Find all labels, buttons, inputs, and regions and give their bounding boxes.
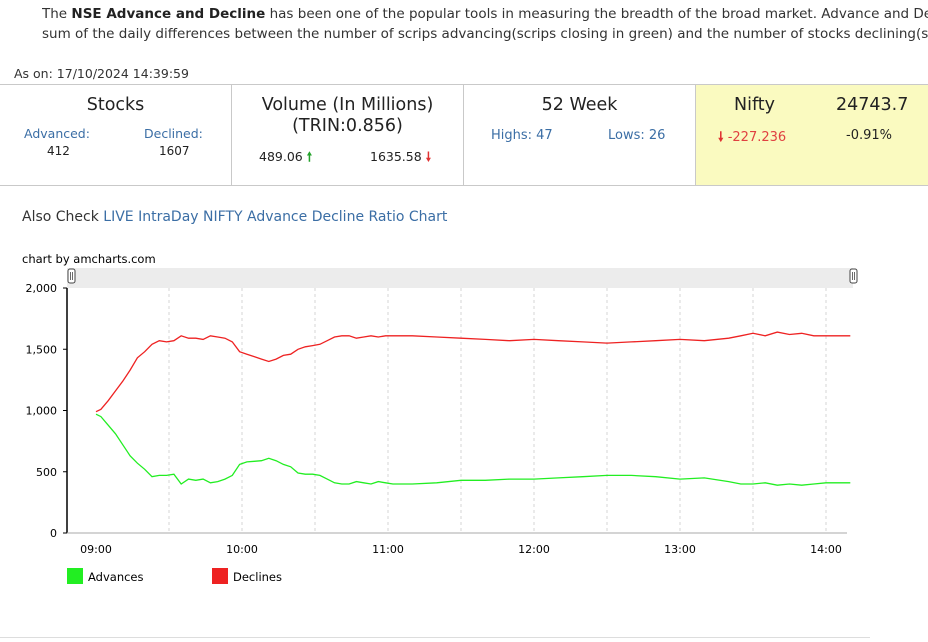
- nifty-value: 24743.7: [836, 95, 909, 115]
- stocks-panel: Stocks Advanced: 412 Declined: 1607: [0, 84, 232, 186]
- chart-credit[interactable]: chart by amcharts.com: [22, 252, 156, 266]
- chart-series: [95, 331, 851, 486]
- legend-advances-swatch[interactable]: [67, 568, 83, 584]
- week52-highs-text: Highs: 47: [491, 128, 553, 143]
- also-check: Also Check LIVE IntraDay NIFTY Advance D…: [22, 209, 447, 225]
- nifty-change: 🠗 -227.236: [718, 128, 786, 150]
- declined-value: 1607: [159, 144, 190, 158]
- intro-bold-text: NSE Advance and Decline: [71, 6, 266, 22]
- y-axis: 0 500 1,000 1,500 2,000: [26, 282, 68, 540]
- x-tick-label: 10:00: [226, 543, 258, 556]
- volume-declines: 1635.58 🠗: [370, 148, 431, 169]
- intro-text: The: [42, 6, 72, 22]
- as-on-timestamp: As on: 17/10/2024 14:39:59: [14, 66, 189, 81]
- trin-value: (TRIN:0.856): [292, 116, 403, 136]
- volume-panel: Volume (In Millions) (TRIN:0.856) 489.06…: [231, 84, 464, 186]
- arrow-up-icon: 🠕: [306, 149, 313, 164]
- series-line-advances[interactable]: [95, 413, 851, 486]
- volume-title: Volume (In Millions) (TRIN:0.856): [232, 95, 463, 137]
- intro-text-cont: has been one of the popular tools in mea…: [265, 6, 928, 22]
- y-tick-label: 500: [36, 466, 57, 479]
- week52-title: 52 Week: [541, 95, 618, 115]
- nifty-percent: -0.91%: [846, 128, 892, 143]
- series-line-declines[interactable]: [95, 331, 851, 413]
- volume-dec-value: 1635.58: [370, 149, 422, 164]
- x-tick-label: 11:00: [372, 543, 404, 556]
- x-tick-label: 09:00: [80, 543, 112, 556]
- scrollbar-handle-right[interactable]: [849, 268, 858, 284]
- legend-declines-swatch[interactable]: [212, 568, 228, 584]
- x-tick-label: 14:00: [810, 543, 842, 556]
- y-tick-label: 0: [50, 527, 57, 540]
- x-tick-label: 12:00: [518, 543, 550, 556]
- legend-advances-label[interactable]: Advances: [88, 570, 144, 584]
- chart-legend: Advances Declines: [67, 568, 282, 584]
- advanced-value: 412: [47, 144, 70, 158]
- week52-lows-text: Lows: 26: [608, 128, 666, 143]
- advance-decline-ratio-link[interactable]: LIVE IntraDay NIFTY Advance Decline Rati…: [103, 209, 448, 225]
- y-tick-label: 2,000: [26, 282, 58, 295]
- week52-highs: Highs: 47: [491, 128, 553, 143]
- arrow-down-icon: 🠗: [718, 130, 724, 145]
- volume-title-text: Volume (In Millions): [261, 95, 434, 115]
- intro-line-2: sum of the daily differences between the…: [42, 26, 928, 42]
- scrollbar-handle-left[interactable]: [67, 268, 76, 284]
- stocks-title: Stocks: [86, 95, 145, 115]
- y-tick-label: 1,000: [26, 405, 58, 418]
- chart-grid: [168, 288, 827, 533]
- bottom-divider: [0, 637, 870, 638]
- legend-declines-label[interactable]: Declines: [233, 570, 282, 584]
- nifty-panel: Nifty 24743.7 🠗 -227.236 -0.91%: [695, 84, 928, 186]
- nifty-change-value: -227.236: [727, 130, 787, 145]
- intro-paragraph: The NSE Advance and Decline has been one…: [42, 4, 928, 44]
- x-tick-label: 13:00: [664, 543, 696, 556]
- advanced-label: Advanced:: [24, 126, 90, 141]
- volume-adv-value: 489.06: [259, 149, 303, 164]
- chart-scrollbar[interactable]: [67, 268, 853, 288]
- advance-decline-chart: 0 500 1,000 1,500 2,000 09:00 10:00 11:00 12:00…: [26, 268, 858, 584]
- week52-panel: 52 Week Highs: 47 Lows: 26: [463, 84, 696, 186]
- arrow-down-icon: 🠗: [425, 149, 432, 164]
- volume-advances: 489.06 🠕: [259, 148, 312, 169]
- nifty-title: Nifty: [734, 95, 776, 115]
- intro-line-1: The NSE Advance and Decline has been one…: [42, 4, 928, 24]
- x-axis: 09:00 10:00 11:00 12:00 13:00 14:00: [67, 532, 847, 556]
- week52-lows: Lows: 26: [608, 128, 665, 143]
- y-tick-label: 1,500: [26, 343, 58, 356]
- declined-label: Declined:: [144, 126, 203, 141]
- also-check-prefix: Also Check: [22, 209, 104, 225]
